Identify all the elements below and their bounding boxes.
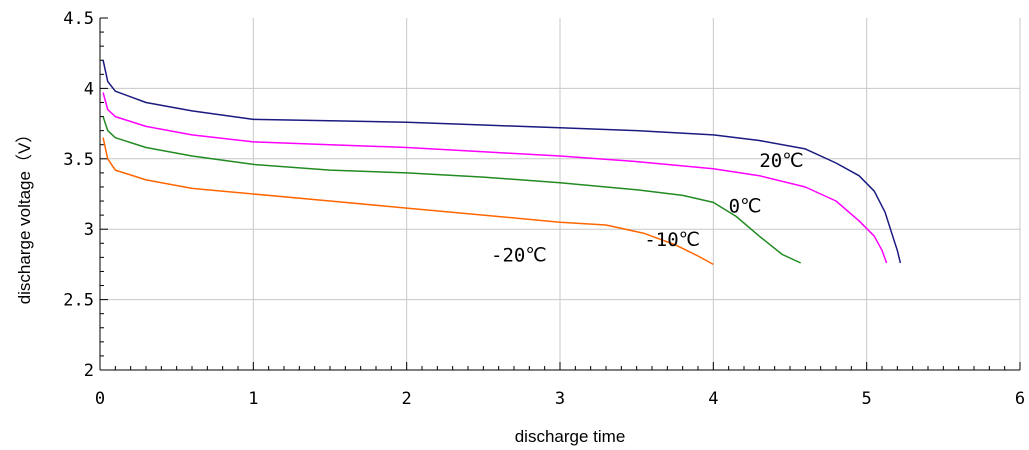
x-tick-label: 1 bbox=[248, 389, 258, 409]
x-tick-label: 5 bbox=[862, 389, 872, 409]
series-line-0 bbox=[102, 116, 802, 264]
x-axis-title: discharge time bbox=[515, 427, 626, 446]
x-tick-label: 6 bbox=[1015, 389, 1025, 409]
series-annotation: 0℃ bbox=[729, 195, 762, 217]
series-line--20 bbox=[102, 137, 714, 266]
y-tick-label: 3 bbox=[84, 220, 94, 240]
series-line-20 bbox=[102, 60, 902, 264]
y-tick-label: 2.5 bbox=[63, 291, 94, 311]
series-annotation: -10℃ bbox=[644, 229, 700, 251]
y-tick-label: 4 bbox=[84, 79, 94, 99]
y-tick-label: 4.5 bbox=[63, 9, 94, 29]
series-annotation: -20℃ bbox=[491, 245, 547, 267]
x-tick-label: 2 bbox=[402, 389, 412, 409]
y-axis-title: discharge voltage（V） bbox=[15, 126, 34, 305]
y-tick-label: 3.5 bbox=[63, 150, 94, 170]
x-tick-label: 3 bbox=[555, 389, 565, 409]
series-line-10 bbox=[102, 92, 888, 264]
series-group bbox=[102, 60, 902, 266]
y-tick-label: 2 bbox=[84, 361, 94, 381]
grid bbox=[100, 18, 1021, 370]
series-annotation: 20℃ bbox=[759, 150, 803, 172]
x-tick-label: 4 bbox=[708, 389, 718, 409]
annotations: 20℃ 0℃ -10℃ -20℃ bbox=[491, 150, 804, 266]
axes: 0 1 2 3 4 5 6 2 2.5 3 3.5 4 4.5 bbox=[63, 9, 1025, 409]
x-tick-label: 0 bbox=[95, 389, 105, 409]
